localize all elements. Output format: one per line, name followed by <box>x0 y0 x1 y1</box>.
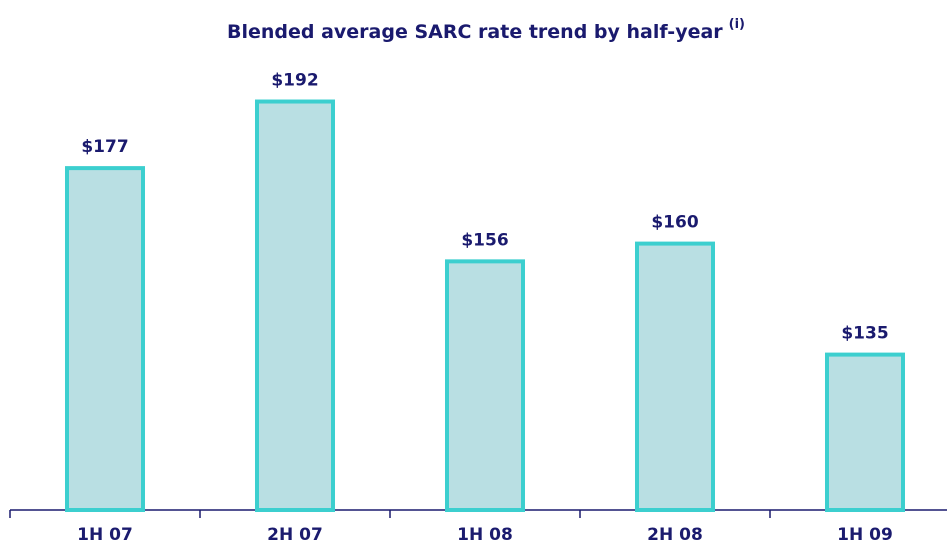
title-note: (i) <box>729 17 745 32</box>
bar <box>255 99 335 513</box>
bar <box>635 241 715 512</box>
x-tick-label: 2H 08 <box>647 525 703 545</box>
value-label: $160 <box>651 213 698 233</box>
x-tick-label: 1H 09 <box>837 525 893 545</box>
x-tick-label: 1H 08 <box>457 525 513 545</box>
title-text: Blended average SARC rate trend by half-… <box>227 21 723 43</box>
value-label: $135 <box>841 324 888 344</box>
value-label: $156 <box>461 230 508 250</box>
bar <box>825 352 905 512</box>
bar <box>445 259 525 512</box>
x-tick-label: 1H 07 <box>77 525 133 545</box>
value-label: $177 <box>81 137 128 157</box>
value-label: $192 <box>271 71 318 91</box>
chart-title: Blended average SARC rate trend by half-… <box>227 17 745 43</box>
bar <box>65 166 145 512</box>
x-tick-label: 2H 07 <box>267 525 323 545</box>
